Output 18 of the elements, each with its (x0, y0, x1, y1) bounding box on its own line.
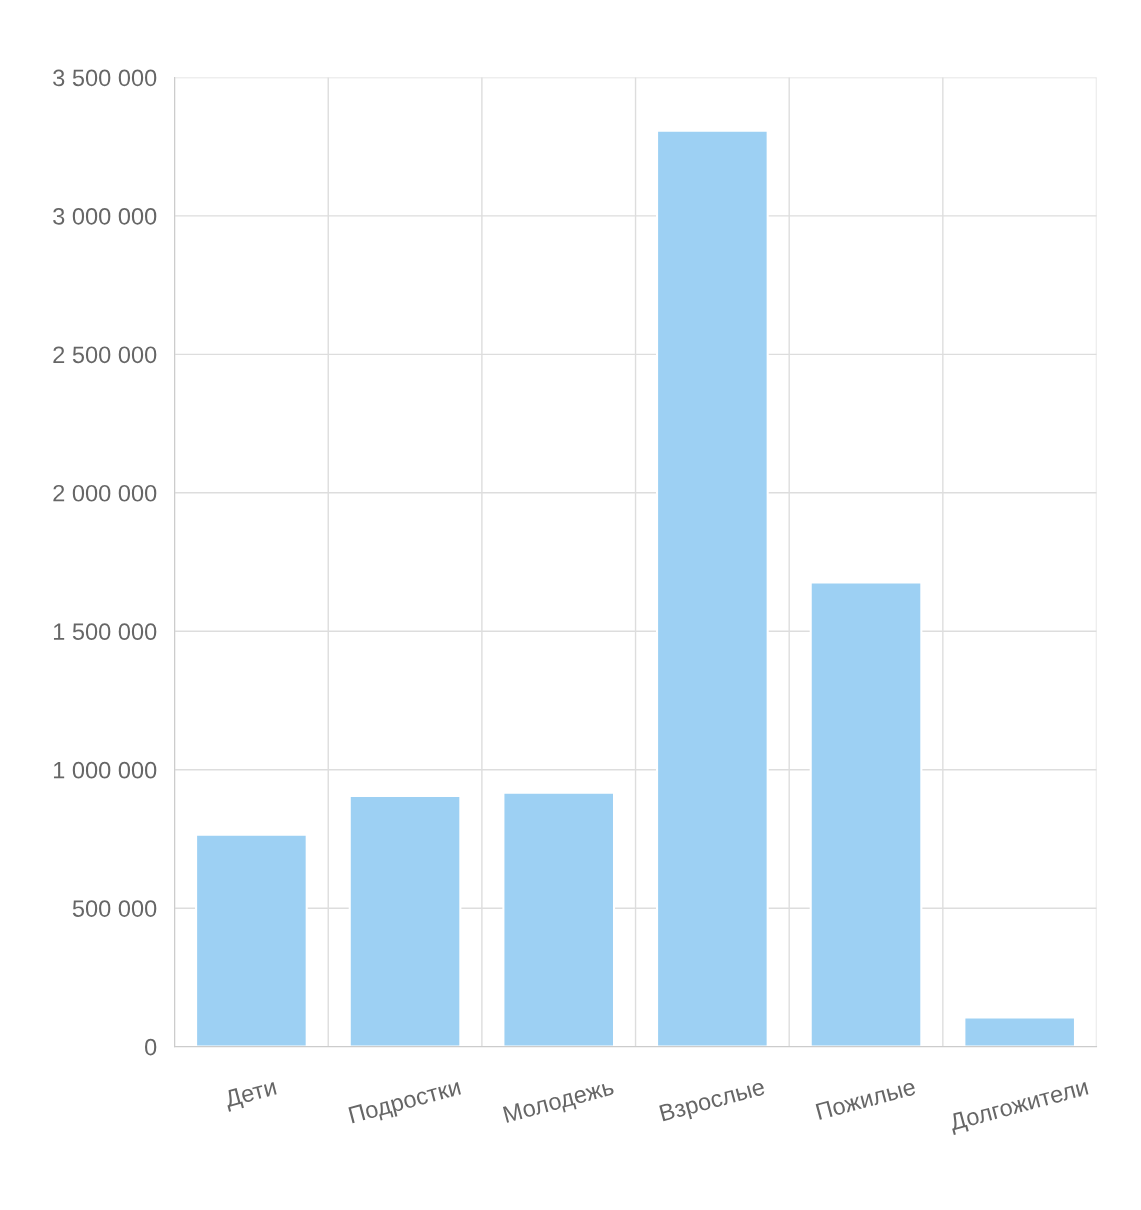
x-tick-label: Молодежь (502, 1078, 616, 1128)
bar (502, 791, 616, 1047)
y-tick-label: 3 000 000 (53, 207, 157, 225)
bar (656, 129, 769, 1047)
x-tick-label: Дети (223, 1078, 278, 1112)
y-tick-label: 500 000 (72, 900, 157, 917)
y-tick-label: 2 500 000 (53, 346, 157, 364)
bar (963, 1016, 1077, 1047)
y-tick-label: 0 (145, 1038, 157, 1056)
x-tick-label: Взрослые (659, 1078, 767, 1127)
x-tick-label: Пожилые (815, 1078, 917, 1121)
bar (195, 833, 308, 1047)
bar (809, 581, 923, 1047)
y-tick-label: 1 000 000 (53, 761, 157, 779)
bar (348, 795, 462, 1047)
y-tick-label: 3 500 000 (53, 69, 157, 87)
y-tick-label: 1 500 000 (53, 623, 157, 641)
y-tick-label: 2 000 000 (53, 484, 157, 502)
